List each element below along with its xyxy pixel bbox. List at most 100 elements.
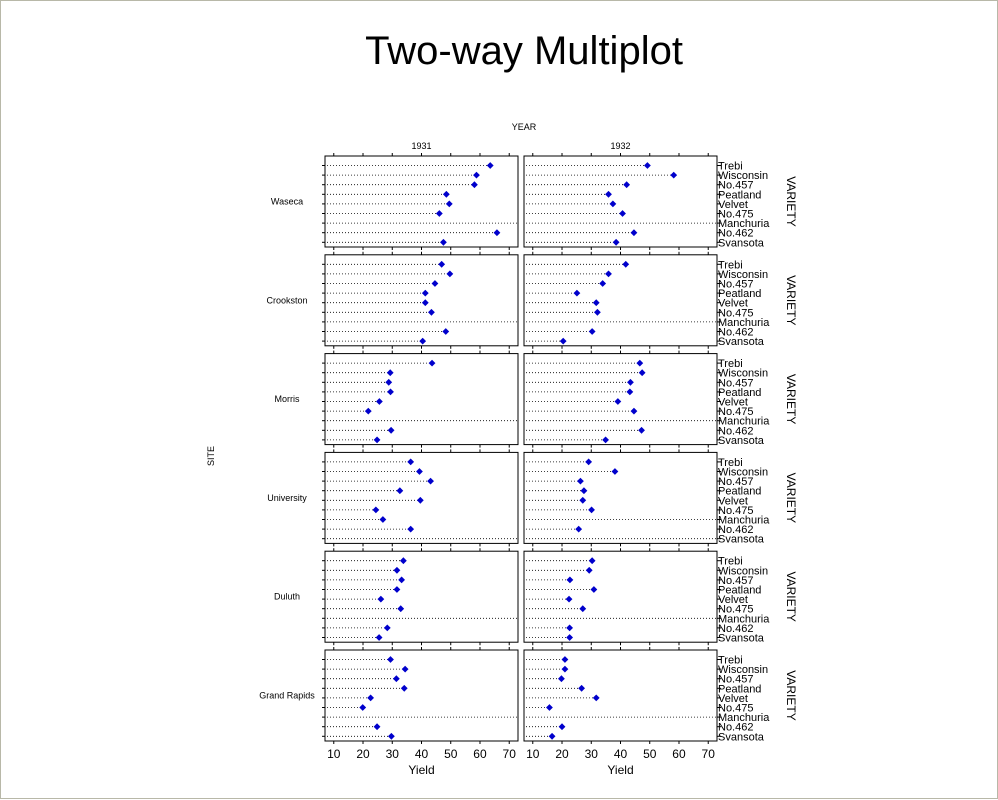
data-point: [445, 200, 453, 208]
variety-label: Svansota: [718, 336, 765, 348]
x-tick-label: 20: [555, 747, 569, 761]
data-point: [548, 732, 556, 740]
variety-label: No.457: [718, 180, 753, 192]
data-point: [580, 487, 588, 495]
x-tick-label: 30: [585, 747, 599, 761]
variety-label: Trebi: [718, 259, 743, 271]
data-point: [605, 190, 612, 198]
x-tick-label: 40: [614, 747, 628, 761]
data-point: [385, 378, 393, 386]
data-point: [387, 426, 395, 434]
data-point: [446, 270, 454, 278]
data-point: [579, 496, 587, 504]
data-point: [619, 210, 626, 217]
variety-label: No.457: [718, 377, 753, 389]
data-point: [592, 694, 600, 702]
x-tick-label: 70: [702, 747, 716, 761]
x-tick-label: 10: [526, 747, 540, 761]
data-point: [605, 270, 612, 278]
data-point: [393, 586, 401, 593]
data-point: [630, 407, 638, 415]
data-point: [428, 359, 436, 367]
data-point: [573, 289, 581, 297]
variety-label: Velvet: [718, 397, 748, 409]
variety-label: Svansota: [718, 435, 765, 447]
data-point: [373, 436, 381, 444]
variety-label: Peatland: [718, 585, 761, 597]
y-axis-label: VARIETY: [784, 571, 798, 621]
data-point: [622, 260, 630, 268]
data-point: [493, 229, 501, 237]
data-point: [379, 516, 387, 523]
data-point: [590, 586, 598, 593]
variety-label: No.462: [718, 228, 753, 240]
data-point: [359, 704, 367, 711]
variety-label: Manchuria: [718, 416, 770, 428]
panel-box: [523, 254, 718, 347]
variety-label: No.475: [718, 703, 753, 715]
variety-label: No.475: [718, 505, 753, 517]
data-point: [442, 190, 450, 198]
data-point: [407, 458, 415, 466]
variety-label: No.462: [718, 722, 753, 734]
data-point: [612, 238, 620, 246]
x-tick-label: 60: [473, 747, 487, 761]
panel-box: [324, 353, 519, 446]
row-group-label: SITE: [206, 446, 216, 466]
data-point: [599, 280, 607, 287]
data-point: [372, 506, 380, 514]
data-point: [609, 200, 617, 208]
data-point: [611, 468, 619, 475]
data-point: [588, 557, 596, 565]
panel-box: [324, 451, 519, 544]
data-point: [644, 162, 651, 169]
variety-label: Wisconsin: [718, 565, 768, 577]
data-point: [440, 238, 447, 246]
data-point: [588, 328, 596, 335]
data-point: [585, 458, 593, 466]
variety-label: Velvet: [718, 199, 748, 211]
data-point: [626, 388, 634, 396]
y-axis-label: VARIETY: [784, 275, 798, 325]
variety-label: Wisconsin: [718, 170, 768, 182]
variety-label: Wisconsin: [718, 269, 768, 281]
x-tick-label: 50: [643, 747, 657, 761]
data-point: [397, 605, 405, 613]
data-point: [627, 378, 634, 386]
data-point: [561, 665, 569, 673]
x-tick-label: 30: [386, 747, 400, 761]
variety-label: Manchuria: [718, 613, 770, 625]
data-point: [421, 289, 429, 297]
site-label: Duluth: [274, 592, 300, 602]
variety-label: Velvet: [718, 495, 748, 507]
variety-label: No.462: [718, 524, 753, 536]
variety-label: No.475: [718, 307, 753, 319]
data-point: [373, 723, 381, 731]
column-header: 1931: [411, 141, 431, 151]
data-point: [387, 388, 394, 396]
panel-box: [324, 649, 519, 742]
variety-label: Wisconsin: [718, 368, 768, 380]
data-point: [565, 595, 573, 603]
variety-label: No.457: [718, 476, 753, 488]
data-point: [387, 656, 394, 663]
variety-label: No.475: [718, 209, 753, 221]
data-point: [364, 407, 372, 415]
variety-label: Manchuria: [718, 712, 770, 724]
panel-box: [324, 155, 519, 248]
data-point: [670, 171, 678, 179]
variety-label: Peatland: [718, 683, 761, 695]
variety-label: Svansota: [718, 237, 765, 249]
data-point: [392, 675, 400, 683]
y-axis-label: VARIETY: [784, 374, 798, 424]
data-point: [438, 260, 446, 268]
data-point: [566, 576, 574, 584]
data-point: [636, 359, 644, 367]
plot-area: 1931 1932WasecaTrebiWisconsinNo.457Peatla…: [259, 141, 798, 777]
site-label: Morris: [275, 394, 300, 404]
data-point: [377, 595, 385, 603]
data-point: [585, 566, 593, 574]
data-point: [578, 684, 586, 692]
variety-label: Trebi: [718, 556, 743, 568]
